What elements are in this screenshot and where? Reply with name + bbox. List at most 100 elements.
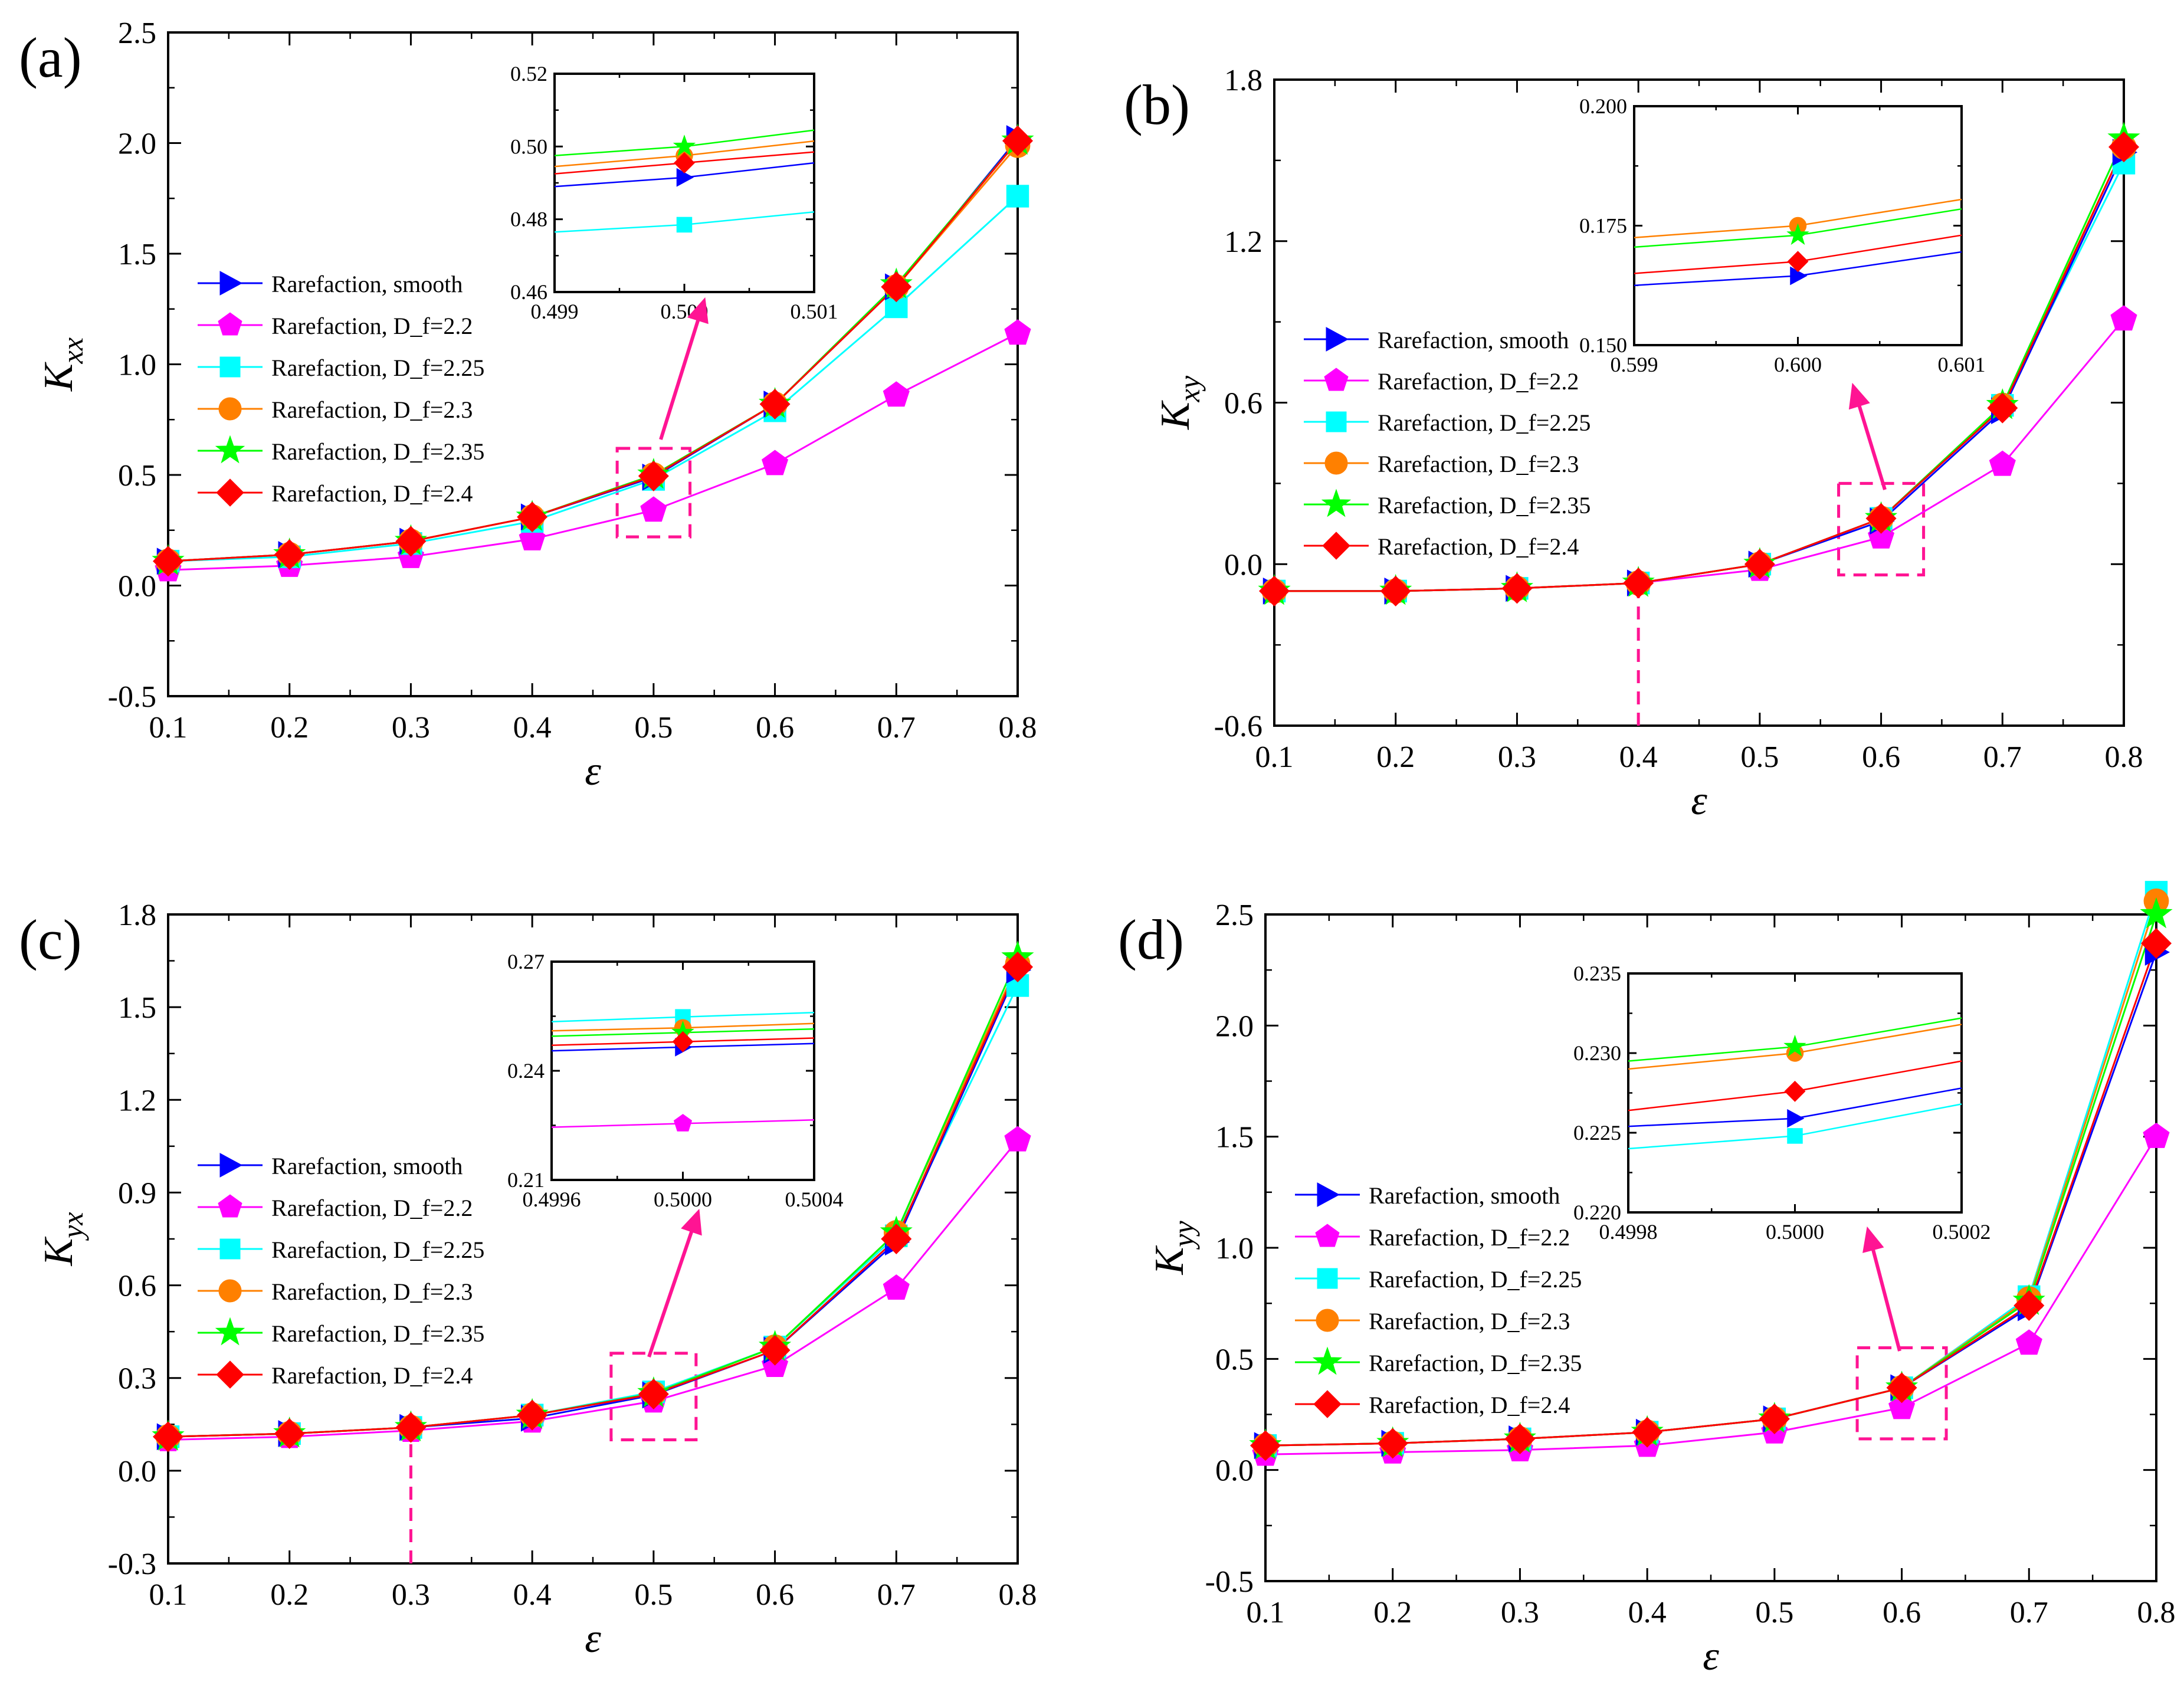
x-tick-label: 0.7 bbox=[877, 1578, 916, 1612]
x-tick-label: 0.6 bbox=[1862, 740, 1900, 774]
data-point bbox=[759, 1335, 791, 1366]
series-line bbox=[168, 195, 1019, 562]
legend-marker bbox=[1322, 532, 1350, 560]
y-tick-label: -0.6 bbox=[1214, 710, 1262, 743]
x-axis-label: ε bbox=[1703, 1634, 1719, 1679]
inset-data-point bbox=[676, 168, 694, 187]
legend-marker bbox=[1315, 1224, 1340, 1247]
y-tick-label: 0.6 bbox=[118, 1270, 156, 1303]
legend-marker bbox=[216, 478, 244, 507]
legend-marker bbox=[1324, 368, 1349, 391]
data-point bbox=[762, 450, 789, 476]
legend-marker bbox=[216, 1360, 244, 1389]
y-tick-label: -0.5 bbox=[1205, 1565, 1254, 1599]
y-axis-label-group: Kxy bbox=[1153, 375, 1206, 430]
inset-y-tick-label: 0.235 bbox=[1573, 962, 1621, 985]
inset-data-point bbox=[673, 1114, 693, 1132]
legend-label: Rarefaction, D_f=2.25 bbox=[271, 355, 484, 381]
legend-marker bbox=[218, 312, 242, 336]
zoom-region-box bbox=[609, 1352, 698, 1441]
x-tick-label: 0.7 bbox=[877, 711, 916, 745]
data-point bbox=[1004, 319, 1031, 345]
legend: Rarefaction, smooth Rarefaction, D_f=2.2 R… bbox=[198, 1153, 484, 1389]
inset-background bbox=[555, 74, 814, 292]
y-axis-label: Kyx bbox=[36, 1212, 89, 1266]
legend-label: Rarefaction, D_f=2.35 bbox=[1369, 1350, 1582, 1376]
inset-data-point bbox=[676, 217, 693, 233]
legend-marker bbox=[1312, 1346, 1343, 1375]
series-line bbox=[1265, 943, 2157, 1447]
x-tick-label: 0.2 bbox=[270, 711, 309, 745]
legend-label: Rarefaction, D_f=2.2 bbox=[271, 1195, 473, 1221]
x-tick-label: 0.6 bbox=[756, 1578, 794, 1612]
y-tick-label: 0.0 bbox=[1215, 1454, 1254, 1488]
data-point bbox=[638, 460, 669, 491]
legend-marker bbox=[218, 1194, 242, 1218]
x-tick-label: 0.5 bbox=[634, 1578, 673, 1612]
legend-marker bbox=[1321, 488, 1352, 517]
data-point bbox=[152, 1421, 184, 1453]
inset-y-tick-label: 0.200 bbox=[1579, 94, 1627, 118]
x-tick-label: 0.1 bbox=[1247, 1596, 1285, 1629]
zoom-arrow-shaft bbox=[1857, 405, 1887, 490]
legend-marker bbox=[1324, 451, 1348, 475]
inset-y-tick-label: 0.24 bbox=[507, 1059, 545, 1083]
y-axis-label-sub: xx bbox=[56, 337, 89, 364]
data-point bbox=[1886, 1372, 1917, 1404]
x-axis-label: ε bbox=[585, 749, 601, 794]
legend-marker bbox=[1326, 411, 1347, 432]
inset-x-tick-label: 0.599 bbox=[1611, 353, 1658, 376]
data-point bbox=[2143, 1122, 2170, 1148]
inset-y-tick-label: 0.48 bbox=[510, 208, 547, 231]
data-point bbox=[638, 1378, 669, 1409]
data-point bbox=[1258, 575, 1290, 606]
y-axis-label-group: Kxx bbox=[36, 337, 89, 392]
inset-data-point bbox=[673, 135, 696, 156]
x-tick-label: 0.3 bbox=[1501, 1596, 1539, 1629]
panel-label: (c) bbox=[19, 908, 82, 971]
legend: Rarefaction, smooth Rarefaction, D_f=2.2 R… bbox=[1304, 327, 1591, 560]
y-tick-label: 0.5 bbox=[1215, 1343, 1254, 1376]
series-line bbox=[1265, 1136, 2157, 1455]
y-tick-label: 1.5 bbox=[1215, 1121, 1254, 1155]
legend-label: Rarefaction, D_f=2.25 bbox=[271, 1237, 484, 1263]
panel-label: (d) bbox=[1118, 908, 1184, 971]
data-point bbox=[1002, 952, 1034, 983]
chart-panel-c: 0.1 0.2 0.3 0.4 0.5 0.6 0.7 0.8 -0.3 0.0 0.3 0.6 0.9… bbox=[19, 899, 1037, 1661]
inset-data-point bbox=[1787, 251, 1809, 273]
inset-x-tick-label: 0.601 bbox=[1938, 353, 1986, 376]
inset-data-point bbox=[1786, 223, 1809, 245]
legend-marker bbox=[218, 1279, 242, 1303]
zoom-arrow-head bbox=[1848, 382, 1870, 410]
legend-marker bbox=[1326, 327, 1349, 352]
inset-x-tick-label: 0.501 bbox=[791, 300, 838, 323]
data-point bbox=[2110, 305, 2137, 331]
data-point bbox=[1744, 549, 1775, 580]
legend-label: Rarefaction, smooth bbox=[271, 1153, 463, 1179]
x-tick-label: 0.4 bbox=[513, 1578, 552, 1612]
y-axis-label-group: Kyx bbox=[36, 1212, 89, 1266]
y-axis-label: Kxx bbox=[36, 337, 89, 392]
legend-marker bbox=[1317, 1182, 1340, 1207]
legend-label: Rarefaction, D_f=2.4 bbox=[271, 1362, 473, 1389]
series-line bbox=[168, 140, 1019, 562]
data-point bbox=[517, 501, 548, 533]
x-tick-label: 0.8 bbox=[999, 1578, 1037, 1612]
inset-y-tick-label: 0.21 bbox=[507, 1168, 545, 1192]
x-tick-label: 0.5 bbox=[1740, 740, 1779, 774]
y-tick-label: 2.5 bbox=[118, 17, 156, 50]
data-point bbox=[883, 1274, 910, 1300]
y-tick-label: 0.0 bbox=[1224, 548, 1262, 582]
y-axis-label-main: K bbox=[36, 362, 81, 392]
y-tick-label: 1.8 bbox=[118, 899, 156, 932]
y-axis-label-main: K bbox=[36, 1237, 81, 1267]
inset-data-point bbox=[1784, 1080, 1806, 1102]
legend-marker bbox=[1316, 1309, 1339, 1332]
data-point bbox=[1989, 450, 2016, 476]
data-point bbox=[881, 271, 912, 303]
series-line bbox=[1274, 146, 2125, 592]
data-point bbox=[1987, 392, 2018, 424]
x-tick-label: 0.8 bbox=[2137, 1596, 2176, 1629]
y-tick-label: 0.5 bbox=[118, 459, 156, 493]
legend-label: Rarefaction, D_f=2.35 bbox=[271, 1320, 484, 1347]
